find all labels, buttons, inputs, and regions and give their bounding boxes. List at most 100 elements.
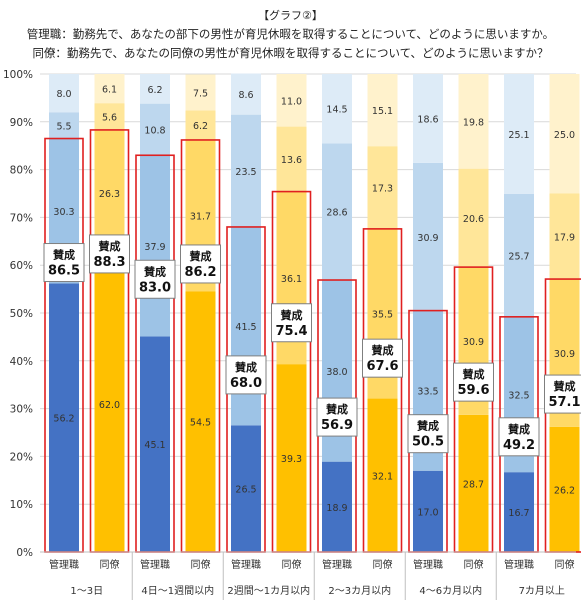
data-label: 17.9 [554, 232, 575, 243]
data-label: 18.6 [417, 114, 438, 125]
data-label: 11.0 [281, 96, 302, 107]
bar-segment [185, 74, 216, 111]
group-label: 2～3カ月以内 [328, 584, 391, 597]
data-label: 6.2 [147, 85, 162, 96]
approve-callout-value: 83.0 [139, 280, 171, 295]
approve-callout-label: 賛成 [144, 264, 166, 278]
data-label: 7.5 [193, 88, 208, 99]
approve-callout-label: 賛成 [99, 239, 121, 253]
approve-callout-box [225, 355, 267, 395]
bar-segment [276, 74, 307, 127]
x-tick-label: 同僚 [282, 558, 302, 571]
bar-segment [94, 255, 125, 552]
data-label: 28.7 [463, 479, 484, 490]
bar-segment [140, 74, 170, 104]
bar-segment [367, 398, 398, 552]
data-label: 26.5 [235, 485, 256, 496]
x-tick-label: 同僚 [100, 558, 120, 571]
x-tick-label: 同僚 [191, 558, 211, 571]
approve-callout-label: 賛成 [235, 360, 257, 374]
bar-segment [549, 74, 580, 194]
y-tick-label: 30% [10, 404, 33, 416]
bar-segment [504, 74, 534, 194]
approve-callout-box [362, 338, 403, 378]
x-tick-label: 管理職 [231, 558, 261, 571]
approve-callout-box [180, 244, 221, 284]
approve-callout-value: 75.4 [275, 324, 307, 339]
y-tick-label: 20% [10, 451, 33, 463]
approve-callout-box [316, 397, 358, 437]
y-tick-label: 50% [10, 308, 33, 320]
approve-callout-value: 57.1 [548, 395, 580, 410]
data-label: 30.9 [417, 233, 438, 244]
approve-callout-value: 49.2 [503, 438, 535, 453]
data-label: 15.1 [372, 106, 393, 117]
data-label: 26.2 [554, 485, 575, 496]
approve-callout-box [271, 303, 312, 343]
x-tick-label: 管理職 [49, 558, 79, 571]
data-label: 56.2 [53, 414, 74, 425]
bar-segment [140, 103, 170, 156]
data-label: 41.5 [235, 322, 256, 333]
data-label: 35.5 [372, 310, 393, 321]
data-label: 18.9 [326, 503, 347, 514]
data-label: 25.7 [508, 251, 529, 262]
x-tick-label: 同僚 [555, 558, 575, 571]
approve-callout-box [89, 234, 130, 274]
approve-callout-value: 88.3 [93, 255, 125, 270]
bar-segment [413, 162, 443, 311]
y-tick-label: 90% [10, 117, 33, 129]
bar-segment [504, 193, 534, 317]
approve-callout-value: 59.6 [457, 383, 489, 398]
bar-segment [140, 155, 170, 337]
x-tick-label: 管理職 [413, 558, 443, 571]
approve-callout-box [43, 243, 85, 283]
data-label: 62.0 [99, 400, 120, 411]
data-label: 30.9 [554, 349, 575, 360]
bar-segment [367, 146, 398, 229]
x-tick-label: 管理職 [140, 558, 170, 571]
y-tick-label: 10% [10, 499, 33, 511]
x-tick-label: 同僚 [373, 558, 393, 571]
group-label: 4日～1週間以内 [141, 584, 214, 597]
y-tick-label: 100% [3, 69, 33, 81]
data-label: 33.5 [417, 387, 438, 398]
bar-segment [458, 414, 489, 552]
approve-callout-value: 86.5 [48, 264, 80, 279]
bar-segment [231, 73, 261, 115]
data-label: 6.2 [193, 121, 208, 132]
bar-segment [413, 470, 443, 552]
approve-callout-box [134, 259, 176, 299]
approve-callout-value: 50.5 [412, 435, 444, 450]
data-label: 30.3 [53, 207, 74, 218]
data-label: 39.3 [281, 454, 302, 465]
data-label: 20.6 [463, 214, 484, 225]
chart-question-manager: 管理職：勤務先で、あなたの部下の男性が育児休暇を取得することについて、どのように… [26, 27, 555, 41]
bar-segment [413, 74, 443, 163]
approve-callout-label: 賛成 [281, 308, 303, 322]
approve-callout-value: 68.0 [230, 376, 262, 391]
approve-callout-box [407, 414, 449, 454]
data-label: 38.0 [326, 367, 347, 378]
bar-segment [504, 472, 534, 552]
data-label: 54.5 [190, 418, 211, 429]
approve-callout-box [453, 362, 494, 402]
data-label: 6.1 [102, 85, 117, 96]
bar-segment [322, 143, 352, 281]
data-label: 19.8 [463, 117, 484, 128]
approve-callout-label: 賛成 [463, 367, 485, 381]
bar-segment [231, 425, 261, 552]
data-label: 10.8 [144, 125, 165, 136]
data-label: 17.3 [372, 184, 393, 195]
approve-callout-value: 67.6 [366, 359, 398, 374]
bar-segment [549, 193, 580, 280]
approve-callout-label: 賛成 [508, 422, 530, 436]
group-label: 4～6カ月以内 [419, 584, 482, 597]
group-label: 7カ月以上 [519, 585, 565, 597]
data-label: 36.1 [281, 274, 302, 285]
bar-segment [94, 74, 125, 104]
data-label: 32.5 [508, 390, 529, 401]
approve-callout-label: 賛成 [554, 379, 576, 393]
